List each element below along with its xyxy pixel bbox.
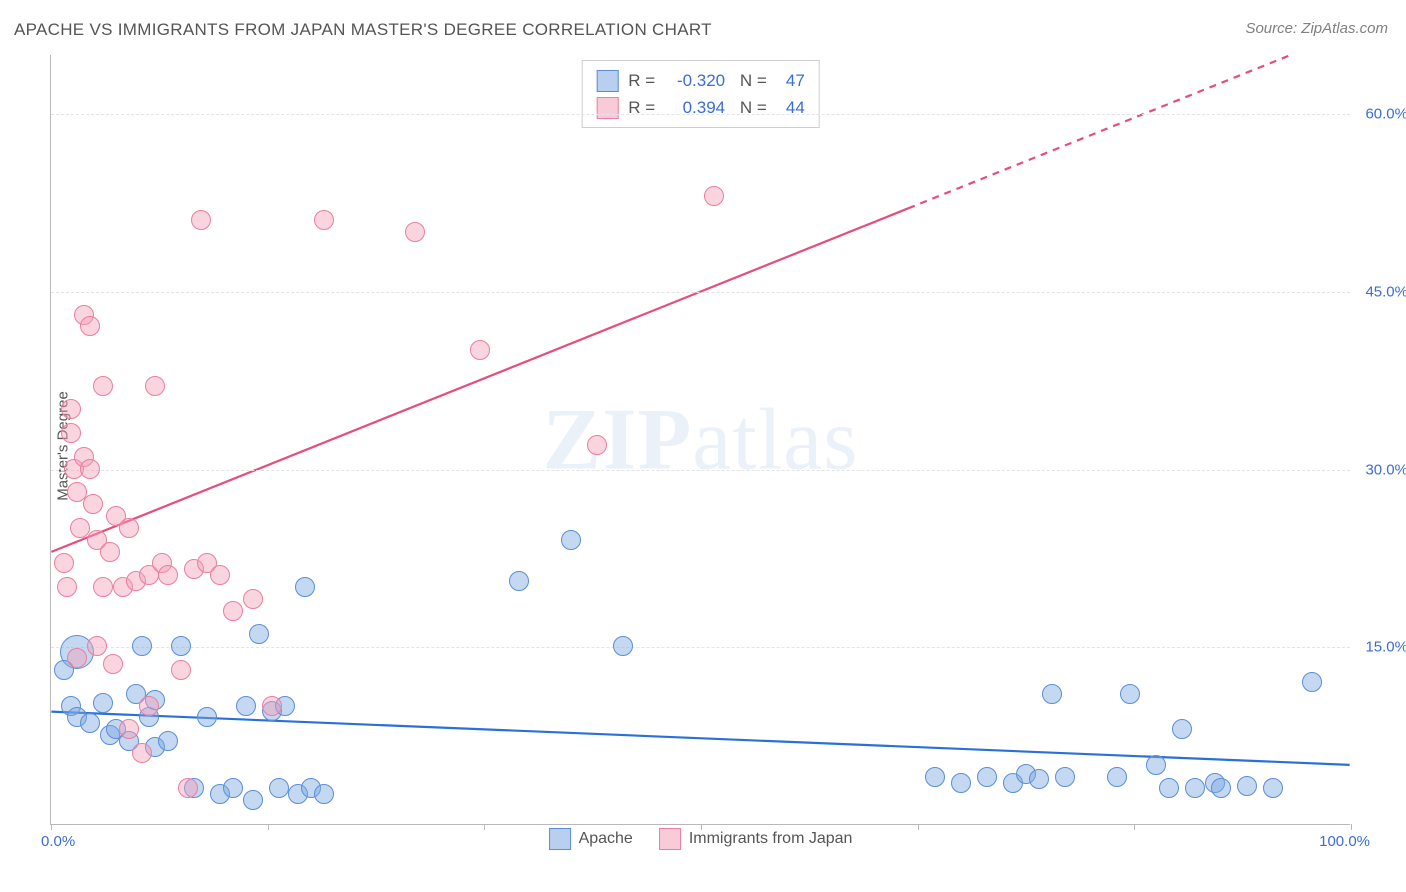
data-point <box>178 778 198 798</box>
data-point <box>249 624 269 644</box>
data-point <box>191 210 211 230</box>
gridline <box>51 470 1350 471</box>
data-point <box>1211 778 1231 798</box>
y-tick-label: 30.0% <box>1358 461 1406 478</box>
data-point <box>561 530 581 550</box>
scatter-plot: ZIPatlas R =-0.320 N =47 R =0.394 N =44 … <box>50 55 1350 825</box>
data-point <box>314 784 334 804</box>
data-point <box>93 376 113 396</box>
data-point <box>57 577 77 597</box>
data-point <box>587 435 607 455</box>
data-point <box>977 767 997 787</box>
x-tick <box>484 824 485 830</box>
legend-item-apache: Apache <box>549 828 633 850</box>
data-point <box>295 577 315 597</box>
correlation-row-japan: R =0.394 N =44 <box>596 94 805 121</box>
data-point <box>54 553 74 573</box>
correlation-legend: R =-0.320 N =47 R =0.394 N =44 <box>581 60 820 128</box>
data-point <box>93 693 113 713</box>
source-attribution: Source: ZipAtlas.com <box>1245 20 1388 37</box>
gridline <box>51 647 1350 648</box>
data-point <box>1185 778 1205 798</box>
gridline <box>51 292 1350 293</box>
x-tick <box>1134 824 1135 830</box>
x-tick-label: 100.0% <box>1319 833 1370 850</box>
gridline <box>51 114 1350 115</box>
data-point <box>87 636 107 656</box>
data-point <box>1107 767 1127 787</box>
data-point <box>103 654 123 674</box>
x-tick <box>701 824 702 830</box>
data-point <box>470 340 490 360</box>
data-point <box>171 636 191 656</box>
data-point <box>243 589 263 609</box>
data-point <box>1042 684 1062 704</box>
data-point <box>158 565 178 585</box>
data-point <box>132 636 152 656</box>
data-point <box>509 571 529 591</box>
swatch-japan <box>596 97 618 119</box>
data-point <box>100 542 120 562</box>
x-tick <box>51 824 52 830</box>
data-point <box>1237 776 1257 796</box>
data-point <box>1120 684 1140 704</box>
data-point <box>262 696 282 716</box>
data-point <box>83 494 103 514</box>
data-point <box>210 565 230 585</box>
data-point <box>139 696 159 716</box>
data-point <box>223 778 243 798</box>
data-point <box>80 459 100 479</box>
swatch-japan-icon <box>659 828 681 850</box>
y-tick-label: 60.0% <box>1358 106 1406 123</box>
data-point <box>67 648 87 668</box>
swatch-apache-icon <box>549 828 571 850</box>
y-tick-label: 15.0% <box>1358 639 1406 656</box>
data-point <box>1029 769 1049 789</box>
x-tick <box>268 824 269 830</box>
data-point <box>704 186 724 206</box>
data-point <box>119 518 139 538</box>
data-point <box>1159 778 1179 798</box>
series-legend: Apache Immigrants from Japan <box>549 828 853 850</box>
data-point <box>158 731 178 751</box>
data-point <box>1055 767 1075 787</box>
data-point <box>1302 672 1322 692</box>
data-point <box>61 423 81 443</box>
correlation-row-apache: R =-0.320 N =47 <box>596 67 805 94</box>
chart-title: APACHE VS IMMIGRANTS FROM JAPAN MASTER'S… <box>14 20 712 40</box>
data-point <box>61 399 81 419</box>
x-tick <box>1351 824 1352 830</box>
data-point <box>1263 778 1283 798</box>
data-point <box>223 601 243 621</box>
data-point <box>145 376 165 396</box>
data-point <box>314 210 334 230</box>
data-point <box>951 773 971 793</box>
data-point <box>197 707 217 727</box>
data-point <box>236 696 256 716</box>
data-point <box>80 713 100 733</box>
data-point <box>171 660 191 680</box>
y-tick-label: 45.0% <box>1358 283 1406 300</box>
data-point <box>925 767 945 787</box>
data-point <box>269 778 289 798</box>
data-point <box>93 577 113 597</box>
data-point <box>1146 755 1166 775</box>
x-tick-label: 0.0% <box>41 833 75 850</box>
data-point <box>80 316 100 336</box>
data-point <box>1172 719 1192 739</box>
data-point <box>119 719 139 739</box>
x-tick <box>918 824 919 830</box>
swatch-apache <box>596 70 618 92</box>
data-point <box>243 790 263 810</box>
data-point <box>613 636 633 656</box>
data-point <box>132 743 152 763</box>
legend-item-japan: Immigrants from Japan <box>659 828 853 850</box>
data-point <box>405 222 425 242</box>
